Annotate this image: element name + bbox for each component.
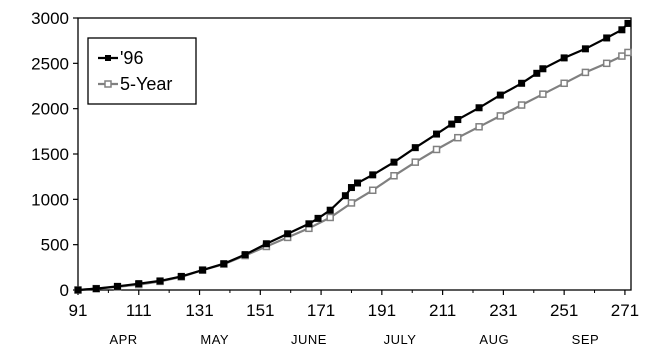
month-label: MAY bbox=[200, 332, 229, 347]
data-point bbox=[220, 260, 228, 268]
legend-box bbox=[87, 37, 197, 105]
data-point bbox=[533, 69, 541, 77]
month-label: APR bbox=[109, 332, 137, 347]
data-point bbox=[581, 45, 589, 53]
data-point bbox=[518, 79, 526, 87]
data-series bbox=[74, 19, 632, 294]
data-point bbox=[326, 206, 334, 214]
data-point bbox=[624, 19, 632, 27]
legend-label: '96 bbox=[120, 48, 143, 68]
data-point bbox=[539, 65, 547, 73]
data-point bbox=[475, 123, 483, 131]
data-point bbox=[314, 214, 322, 222]
data-point bbox=[354, 179, 362, 187]
x-tick-label: 111 bbox=[126, 301, 152, 320]
y-tick-label: 3000 bbox=[31, 9, 69, 28]
data-point bbox=[199, 266, 207, 274]
data-point bbox=[177, 272, 185, 280]
data-point bbox=[156, 277, 164, 285]
data-point bbox=[368, 186, 377, 195]
data-point bbox=[475, 104, 483, 112]
data-point bbox=[369, 171, 377, 179]
data-point bbox=[92, 285, 100, 293]
data-point bbox=[433, 130, 441, 138]
y-tick-label: 1500 bbox=[31, 145, 69, 164]
data-point bbox=[581, 68, 590, 77]
data-point bbox=[326, 213, 334, 222]
month-label: AUG bbox=[479, 332, 509, 347]
data-point bbox=[411, 144, 419, 152]
data-point bbox=[496, 112, 505, 120]
data-point bbox=[560, 79, 568, 88]
month-label: JULY bbox=[384, 332, 417, 347]
data-point bbox=[262, 240, 270, 248]
data-point bbox=[432, 145, 441, 154]
y-tick-label: 500 bbox=[41, 236, 69, 255]
data-point bbox=[347, 184, 355, 192]
axis-ticks: 0 500 1000 1500 2000 2500 3000 91 111 131 151 171 19… bbox=[31, 9, 639, 347]
data-point bbox=[496, 91, 504, 99]
data-point bbox=[602, 59, 611, 68]
data-point bbox=[624, 48, 632, 57]
x-tick-label: 191 bbox=[368, 301, 396, 320]
data-point bbox=[347, 199, 356, 207]
data-point bbox=[390, 158, 398, 166]
month-label: JUNE bbox=[291, 332, 327, 347]
x-tick-label: 231 bbox=[489, 301, 517, 320]
y-tick-label: 2000 bbox=[31, 100, 69, 119]
data-point bbox=[618, 52, 626, 60]
data-point bbox=[305, 220, 313, 228]
y-tick-label: 0 bbox=[60, 281, 69, 300]
x-tick-label: 211 bbox=[429, 301, 456, 320]
month-label: SEP bbox=[572, 332, 600, 347]
x-tick-label: 251 bbox=[550, 301, 578, 320]
x-tick-label: 271 bbox=[611, 301, 639, 320]
x-tick-label: 151 bbox=[246, 301, 274, 320]
data-point bbox=[114, 282, 121, 290]
data-point bbox=[603, 34, 611, 42]
y-tick-label: 2500 bbox=[31, 54, 69, 73]
data-point bbox=[135, 280, 143, 288]
data-point bbox=[454, 116, 462, 124]
legend-marker bbox=[104, 80, 112, 88]
legend-marker bbox=[105, 55, 111, 61]
y-tick-label: 1000 bbox=[31, 190, 69, 209]
legend-label: 5-Year bbox=[120, 74, 172, 94]
data-point bbox=[284, 230, 292, 238]
data-point bbox=[241, 251, 249, 259]
x-tick-label: 91 bbox=[69, 301, 88, 320]
x-tick-label: 131 bbox=[185, 301, 213, 320]
data-point bbox=[341, 192, 349, 200]
data-point bbox=[411, 158, 420, 166]
data-point bbox=[74, 286, 82, 294]
data-point bbox=[454, 133, 462, 142]
data-point bbox=[517, 101, 526, 109]
x-tick-label: 171 bbox=[307, 301, 335, 320]
data-point bbox=[539, 90, 547, 98]
data-point bbox=[448, 120, 456, 128]
data-point bbox=[618, 26, 626, 34]
legend: '96 5-Year bbox=[87, 37, 197, 105]
data-point bbox=[560, 54, 568, 62]
series-0 bbox=[74, 19, 632, 294]
data-point bbox=[390, 172, 398, 180]
